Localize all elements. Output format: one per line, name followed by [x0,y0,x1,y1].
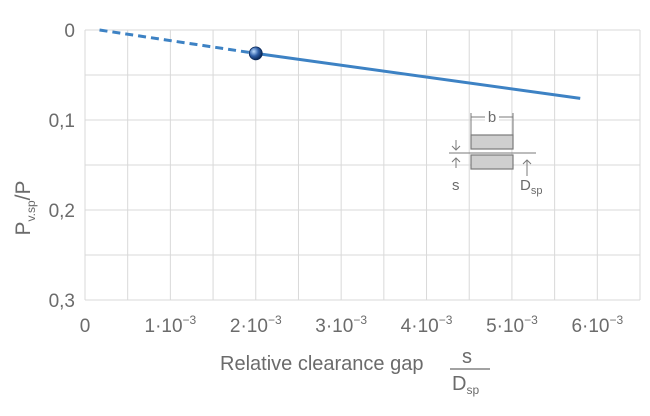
y-axis-label: Pv.sp/P [12,181,38,236]
x-axis-label-denominator: Dsp [452,373,479,397]
y-axis-ticks: 0 0,1 0,2 0,3 [49,21,75,312]
y-tick-label: 0 [64,21,75,42]
grid [84,29,641,301]
x-tick-label: 4·10−3 [401,313,453,337]
x-tick-label: 1·10−3 [145,313,197,337]
y-tick-label: 0,1 [49,111,75,132]
s-top-arrow-icon [451,140,461,151]
y-tick-label: 0,2 [49,201,75,222]
series-line-solid [255,51,581,100]
upper-block [470,134,514,150]
x-tick-label: 2·10−3 [230,313,282,337]
series-group [99,28,581,100]
x-tick-label: 6·10−3 [571,313,623,337]
x-tick-label: 3·10−3 [315,313,367,337]
dsp-label: Dsp [520,177,542,197]
x-axis-label: Relative clearance gap s Dsp [220,346,490,397]
s-label: s [452,177,460,194]
x-axis-label-numerator: s [462,346,472,368]
x-tick-label: 0 [80,316,91,337]
x-tick-label: 5·10−3 [486,313,538,337]
b-label-bg [485,109,499,125]
x-axis-label-text: Relative clearance gap [220,353,423,375]
series-line-dashed [99,28,256,55]
lower-block [470,154,514,170]
data-point-marker [248,46,263,61]
y-tick-label: 0,3 [49,291,75,312]
s-bottom-arrow-icon [451,157,461,168]
b-label: b [488,109,496,126]
x-axis-ticks: 0 1·10−3 2·10−3 3·10−3 4·10−3 5·10−3 6·10−3 [80,313,624,337]
gap-schematic-inset: b s Dsp [449,109,542,197]
dsp-arrow-icon [522,159,532,176]
